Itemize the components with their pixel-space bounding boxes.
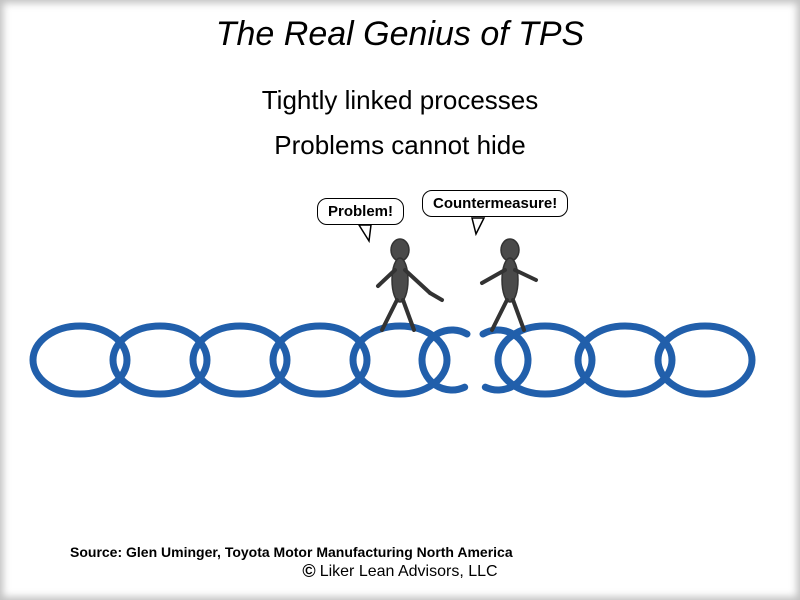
bubble-text: Countermeasure! <box>433 195 557 212</box>
speech-bubble-problem: Problem! <box>317 198 404 225</box>
speech-bubble-countermeasure: Countermeasure! <box>422 190 568 217</box>
source-citation: Source: Glen Uminger, Toyota Motor Manuf… <box>70 544 513 560</box>
chain-diagram <box>0 0 800 600</box>
copyright-line: © Liker Lean Advisors, LLC <box>0 561 800 582</box>
copyright-icon: © <box>302 561 315 581</box>
bubble-text: Problem! <box>328 203 393 220</box>
copyright-text: Liker Lean Advisors, LLC <box>320 563 498 580</box>
